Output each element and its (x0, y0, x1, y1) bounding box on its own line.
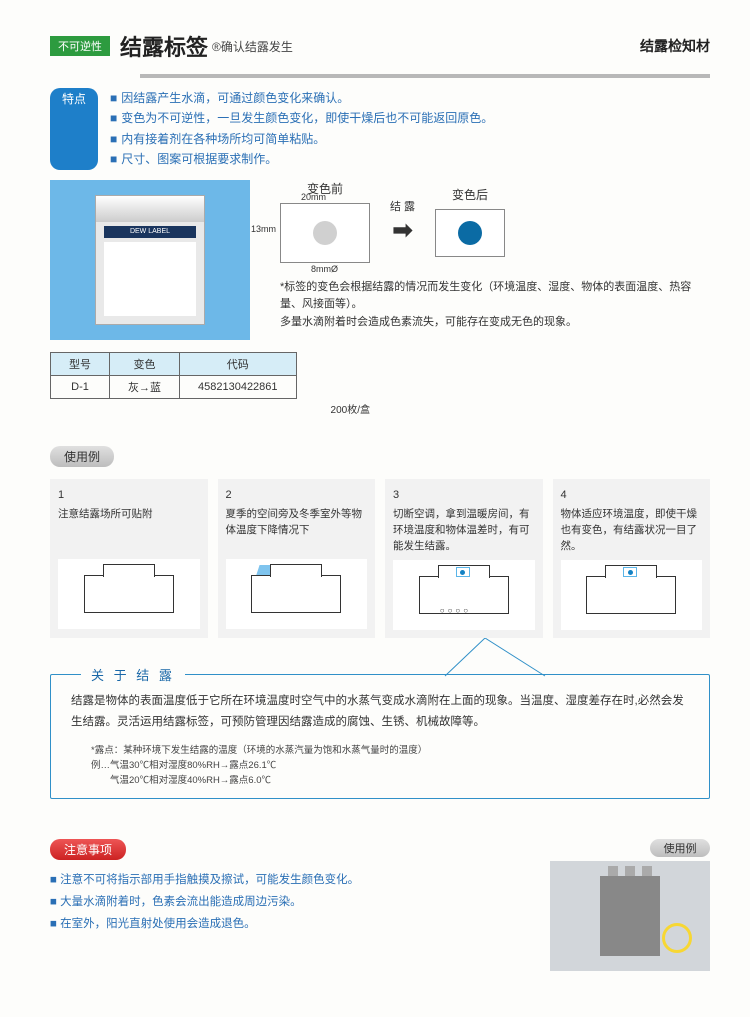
color-change-diagram: 变色前 20mm 13mm 8mmØ 结 露 ➡ 变色后 (280, 180, 710, 340)
blue-circle-icon (458, 221, 482, 245)
arrow-right-icon: ➡ (390, 216, 415, 245)
th-code: 代码 (180, 352, 297, 375)
table-unit: 200枚/盒 (50, 401, 370, 416)
features-list: ■因结露产生水滴，可通过颜色变化来确认。 ■变色为不可逆性，一旦发生颜色变化，即… (110, 88, 493, 170)
diagram-note: *标签的变色会根据结露的情况而发生变化（环境温度、湿度、物体的表面温度、热容量、… (280, 279, 710, 332)
after-box (435, 209, 505, 257)
tag-irreversible: 不可逆性 (50, 36, 110, 56)
product-subtitle: ®确认结露发生 (212, 38, 293, 55)
arrow-label: 结 露 (390, 198, 415, 214)
device-icon: ○○○○ (419, 576, 509, 614)
after-label: 变色后 (435, 186, 505, 203)
mechanical-part-icon (600, 876, 660, 956)
example-4: 4 物体适应环境温度，即使干燥也有变色，有结露状况一目了然。 (553, 479, 711, 639)
feature-item: ■因结露产生水滴，可通过颜色变化来确认。 (110, 88, 493, 108)
device-icon (251, 575, 341, 613)
features-section: 特点 ■因结露产生水滴，可通过颜色变化来确认。 ■变色为不可逆性，一旦发生颜色变… (50, 88, 710, 170)
about-condensation-box: 关 于 结 露 结露是物体的表面温度低于它所在环境温度时空气中的水蒸气变成水滴附… (50, 674, 710, 799)
header-category: 结露检知材 (640, 36, 710, 56)
example-1: 1 注意结露场所可贴附 (50, 479, 208, 639)
th-color: 变色 (110, 352, 180, 375)
example-2: 2 夏季的空间旁及冬季室外等物体温度下降情况下 (218, 479, 376, 639)
example-text: 物体适应环境温度，即使干燥也有变色，有结露状况一目了然。 (561, 507, 703, 554)
td-code: 4582130422861 (180, 375, 297, 398)
example-3: 3 切断空调，拿到温暖房间，有环境温度和物体温差时，有可能发生结露。 ○○○○ (385, 479, 543, 639)
product-title: 结露标签 (120, 30, 208, 62)
gray-circle-icon (313, 221, 337, 245)
package-graphic: DEW LABEL (95, 195, 205, 325)
warnings-column: 注意事项 ■ 注意不可将指示部用手指触摸及擦试，可能发生颜色变化。 ■ 大量水滴… (50, 839, 530, 971)
product-visual-row: DEW LABEL 变色前 20mm 13mm 8mmØ 结 露 ➡ (50, 180, 710, 340)
examples-row: 1 注意结露场所可贴附 2 夏季的空间旁及冬季室外等物体温度下降情况下 3 切断… (50, 479, 710, 639)
header-divider (140, 74, 710, 78)
bottom-section: 注意事项 ■ 注意不可将指示部用手指触摸及擦试，可能发生颜色变化。 ■ 大量水滴… (50, 839, 710, 971)
usage-photo-column: 使用例 (550, 839, 710, 971)
td-color: 灰→蓝 (110, 375, 180, 398)
spec-table: 型号 变色 代码 D-1 灰→蓝 4582130422861 (50, 352, 297, 399)
before-box: 20mm 13mm 8mmØ (280, 203, 370, 263)
document-page: 不可逆性 结露标签 ®确认结露发生 结露检知材 特点 ■因结露产生水滴，可通过颜… (0, 0, 750, 991)
th-model: 型号 (51, 352, 110, 375)
features-badge: 特点 (50, 88, 98, 170)
device-icon (586, 576, 676, 614)
package-label: DEW LABEL (104, 226, 196, 238)
about-subnote: *露点：某种环境下发生结露的温度（环境的水蒸汽量为饱和水蒸气量时的温度） 例…气… (91, 743, 689, 789)
product-photo: DEW LABEL (50, 180, 250, 340)
example-text: 注意结露场所可贴附 (58, 507, 200, 553)
device-icon (84, 575, 174, 613)
examples-badge: 使用例 (50, 446, 114, 467)
dim-diameter: 8mmØ (311, 264, 338, 274)
dim-width: 20mm (301, 192, 326, 202)
callout-line-icon (435, 638, 555, 678)
warnings-list: ■ 注意不可将指示部用手指触摸及擦试，可能发生颜色变化。 ■ 大量水滴附着时，色… (50, 870, 530, 936)
td-model: D-1 (51, 375, 110, 398)
example-text: 切断空调，拿到温暖房间，有环境温度和物体温差时，有可能发生结露。 (393, 507, 535, 554)
about-text: 结露是物体的表面温度低于它所在环境温度时空气中的水蒸气变成水滴附在上面的现象。当… (71, 691, 689, 732)
warnings-badge: 注意事项 (50, 839, 126, 860)
feature-item: ■变色为不可逆性，一旦发生颜色变化，即使干燥后也不可能返回原色。 (110, 108, 493, 128)
warning-item: ■ 在室外，阳光直射处使用会造成退色。 (50, 914, 530, 936)
dim-height: 13mm (251, 224, 276, 234)
example-text: 夏季的空间旁及冬季室外等物体温度下降情况下 (226, 507, 368, 553)
warning-item: ■ 大量水滴附着时，色素会流出能造成周边污染。 (50, 892, 530, 914)
usage-photo-badge: 使用例 (650, 839, 710, 857)
warning-item: ■ 注意不可将指示部用手指触摸及擦试，可能发生颜色变化。 (50, 870, 530, 892)
about-title: 关 于 结 露 (81, 665, 185, 684)
usage-photo (550, 861, 710, 971)
feature-item: ■内有接着剂在各种场所均可简单粘贴。 (110, 129, 493, 149)
highlight-circle-icon (662, 923, 692, 953)
feature-item: ■尺寸、图案可根据要求制作。 (110, 149, 493, 169)
header-row: 不可逆性 结露标签 ®确认结露发生 结露检知材 (50, 30, 710, 62)
